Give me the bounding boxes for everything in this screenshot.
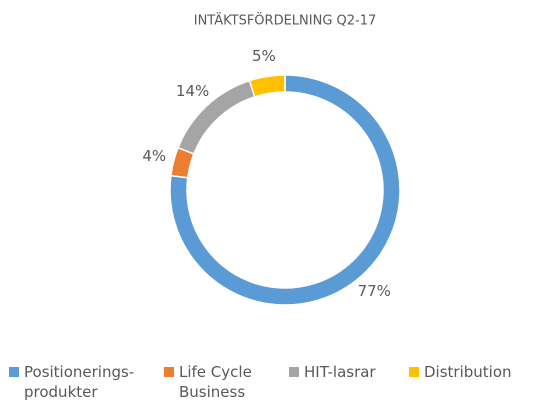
data-label: 77% — [358, 282, 391, 300]
legend-swatch — [9, 367, 19, 377]
legend-label: HIT-lasrar — [304, 363, 376, 381]
donut-segment — [248, 74, 286, 98]
data-label: 5% — [252, 47, 276, 65]
legend: Positionerings-produkter Life Cycle Busin… — [0, 362, 543, 402]
legend-label: Distribution — [424, 363, 512, 381]
legend-item: HIT-lasrar — [289, 362, 399, 402]
legend-swatch — [164, 367, 174, 377]
legend-item: Life Cycle Business — [164, 362, 279, 402]
donut-segment — [169, 74, 401, 306]
donut-area: INTÄKTSFÖRDELNING Q2-17 77% 4% 14% 5% — [142, 12, 401, 306]
legend-item: Distribution — [409, 362, 534, 402]
data-label: 14% — [176, 82, 209, 100]
legend-swatch — [289, 367, 299, 377]
legend-swatch — [409, 367, 419, 377]
chart-title: INTÄKTSFÖRDELNING Q2-17 — [194, 12, 377, 29]
legend-item: Positionerings-produkter — [9, 362, 154, 402]
legend-label: Positionerings-produkter — [24, 363, 135, 401]
legend-label: Life Cycle Business — [179, 363, 252, 401]
data-label: 4% — [142, 147, 166, 165]
